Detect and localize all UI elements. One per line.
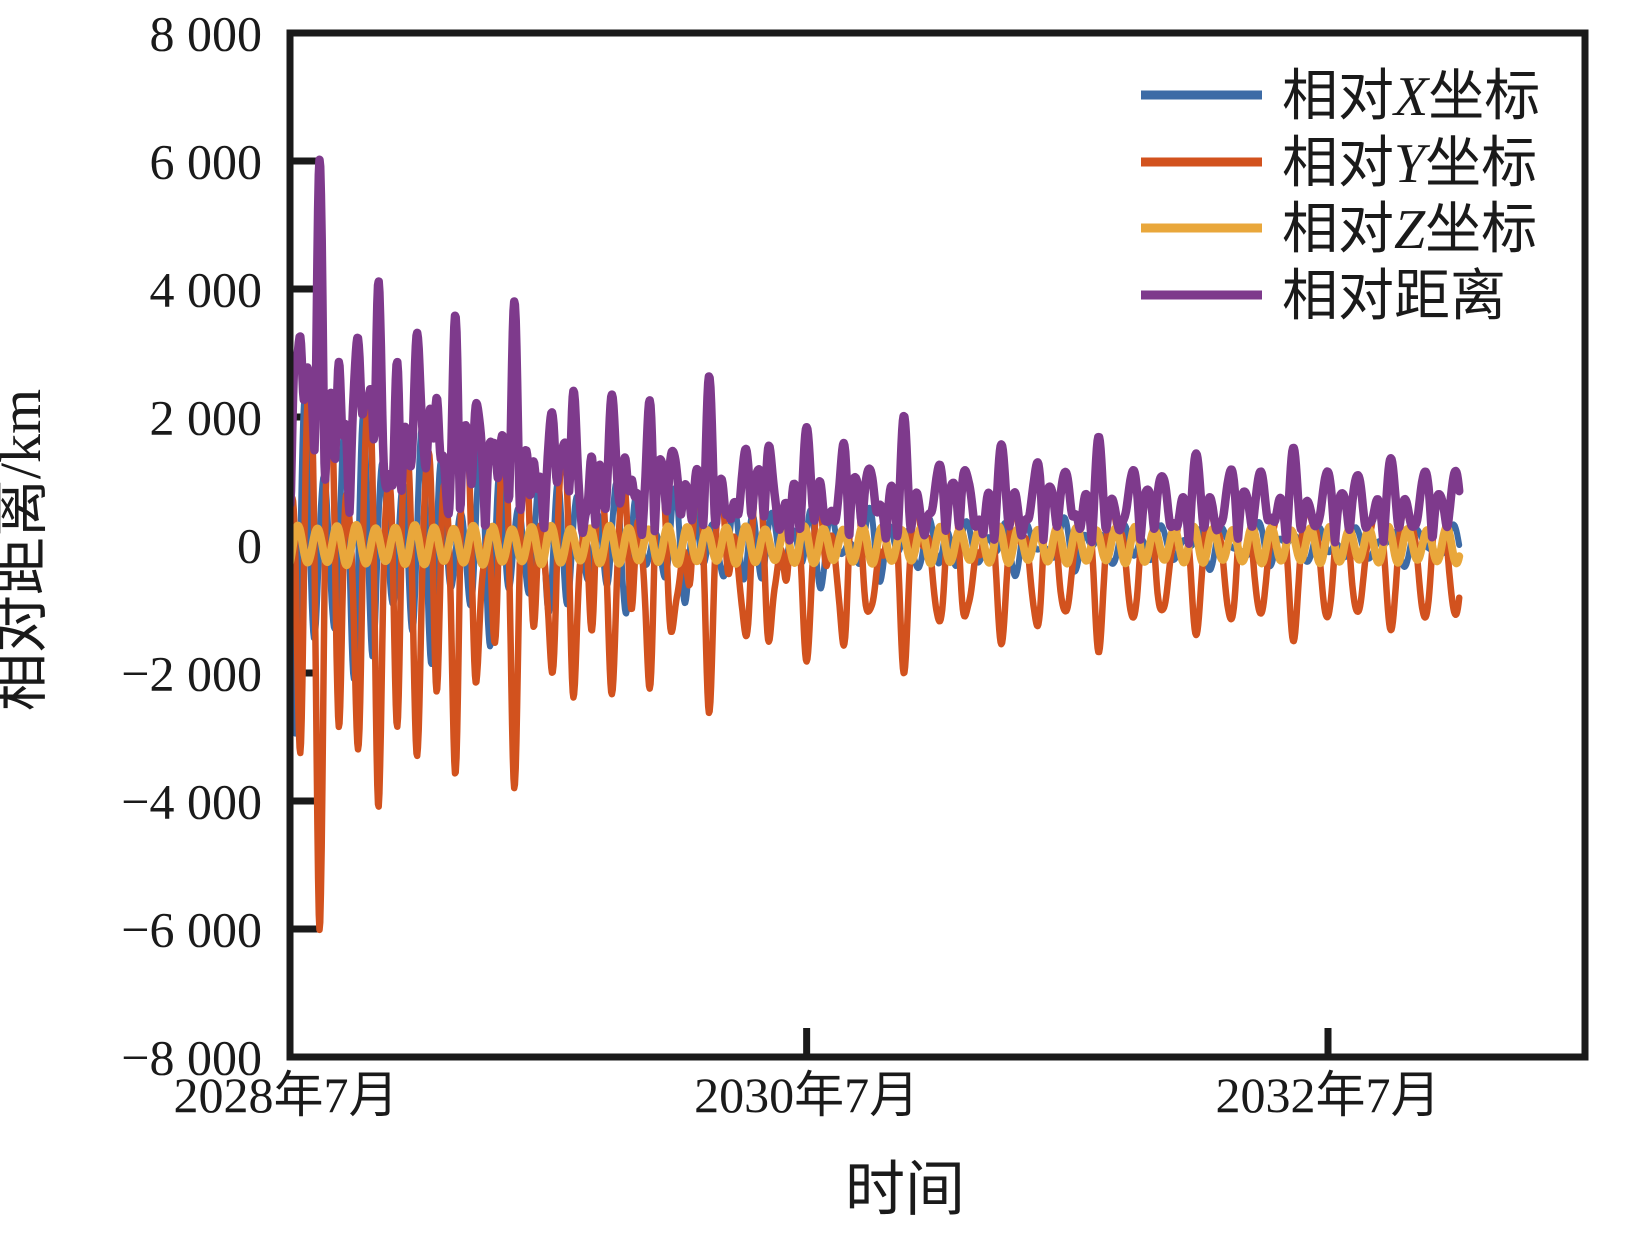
legend-label-relative-y: 相对Y坐标 — [1282, 133, 1537, 195]
legend-item-relative-distance: 相对距离 — [1141, 266, 1506, 328]
plot-frame — [286, 29, 1589, 1061]
legend-label-relative-z: 相对Z坐标 — [1282, 199, 1537, 261]
legend: 相对X坐标 相对Y坐标 相对Z坐标 相对距离 — [1141, 66, 1540, 328]
legend-item-relative-y: 相对Y坐标 — [1141, 133, 1537, 195]
y-tick-label: 8 000 — [150, 6, 263, 62]
y-axis-title: 相对距离/km — [0, 389, 53, 711]
y-tick-label: 0 — [237, 518, 262, 574]
y-tick-label: 4 000 — [150, 262, 263, 318]
y-tick-label: −6 000 — [121, 902, 262, 958]
y-tick-label: −8 000 — [121, 1030, 262, 1086]
x-axis-ticks: 2028年7月 2030年7月 2032年7月 — [174, 1028, 1441, 1123]
y-tick-label: −4 000 — [121, 774, 262, 830]
x-axis-title: 时间 — [845, 1157, 965, 1223]
y-tick-label: −2 000 — [121, 646, 262, 702]
legend-item-relative-x: 相对X坐标 — [1141, 66, 1540, 128]
legend-label-relative-distance: 相对距离 — [1282, 266, 1506, 328]
x-tick-label: 2030年7月 — [694, 1067, 919, 1123]
plot-area — [290, 155, 1464, 934]
y-tick-label: 6 000 — [150, 134, 263, 190]
y-axis-ticks: 8 000 6 000 4 000 2 000 0 −2 000 −4 000 −6 000 −… — [121, 6, 319, 1086]
series-line-relative-distance — [290, 155, 1464, 549]
series-line-relative-y — [290, 377, 1463, 934]
x-tick-label: 2028年7月 — [174, 1067, 399, 1123]
x-tick-label: 2032年7月 — [1216, 1067, 1441, 1123]
legend-item-relative-z: 相对Z坐标 — [1141, 199, 1537, 261]
y-tick-label: 2 000 — [150, 390, 263, 446]
legend-label-relative-x: 相对X坐标 — [1282, 66, 1540, 128]
series-line-relative-z — [290, 521, 1464, 570]
